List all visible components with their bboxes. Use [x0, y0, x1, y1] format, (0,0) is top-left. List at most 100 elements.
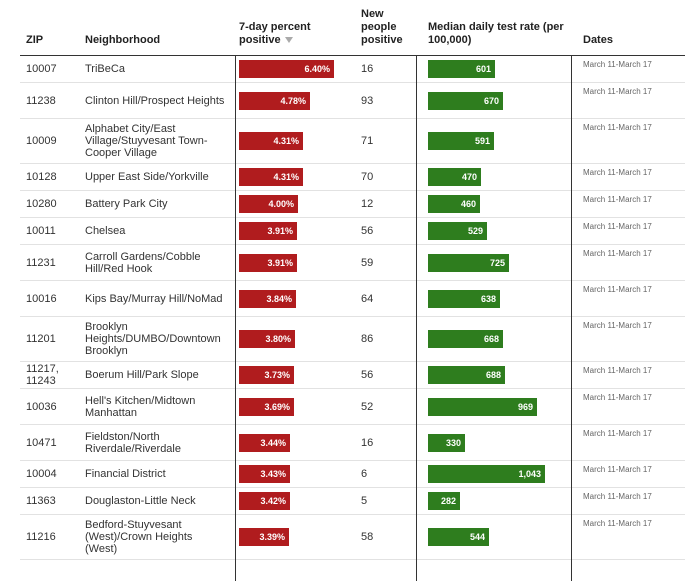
- zip-cell: 10009: [26, 135, 57, 147]
- new-positive-cell: 93: [361, 94, 374, 107]
- test-rate-cell: 688: [428, 362, 578, 388]
- test-rate-bar: 601: [428, 60, 495, 78]
- zip-cell: 11231: [26, 256, 56, 269]
- percent-positive-bar: 4.31%: [239, 132, 303, 150]
- new-positive-cell: 16: [361, 63, 374, 75]
- percent-positive-cell: 3.84%: [239, 281, 357, 316]
- test-rate-bar: 638: [428, 289, 500, 308]
- percent-positive-cell: 3.91%: [239, 245, 357, 280]
- dates-cell: March 11-March 17: [583, 123, 652, 132]
- table-row[interactable]: 10007 TriBeCa 6.40% 16 601 March 11-March 17: [20, 56, 685, 83]
- percent-positive-cell: 3.69%: [239, 389, 357, 424]
- new-positive-cell: 52: [361, 400, 374, 413]
- test-rate-bar: 591: [428, 132, 494, 150]
- test-rate-bar: 544: [428, 528, 489, 546]
- table-row[interactable]: 11238 Clinton Hill/Prospect Heights 4.78% 9…: [20, 83, 685, 119]
- zip-cell: 11216: [26, 531, 56, 543]
- header-percent-positive[interactable]: 7-day percent positive: [239, 21, 359, 47]
- table-row[interactable]: 10016 Kips Bay/Murray Hill/NoMad 3.84% 64 63…: [20, 281, 685, 317]
- dates-cell: March 11-March 17: [583, 87, 652, 96]
- dates-cell: March 11-March 17: [583, 285, 652, 294]
- table-row[interactable]: 11216 Bedford-Stuyvesant (West)/Crown Hei…: [20, 515, 685, 560]
- header-new-line3: positive: [361, 34, 403, 46]
- table-row[interactable]: 10128 Upper East Side/Yorkville 4.31% 70 470…: [20, 164, 685, 191]
- dates-cell: March 11-March 17: [583, 222, 652, 231]
- new-positive-cell: 70: [361, 171, 374, 183]
- percent-positive-bar: 3.91%: [239, 222, 297, 240]
- table-row[interactable]: 10009 Alphabet City/East Village/Stuyvesa…: [20, 119, 685, 164]
- new-positive-cell: 56: [361, 225, 374, 237]
- dates-cell: March 11-March 17: [583, 321, 652, 330]
- header-dates[interactable]: Dates: [583, 34, 613, 46]
- percent-positive-bar: 3.91%: [239, 253, 297, 272]
- table-row[interactable]: 11217, 11243 Boerum Hill/Park Slope 3.73% 5…: [20, 362, 685, 389]
- new-positive-cell: 56: [361, 369, 374, 381]
- test-rate-cell: 529: [428, 218, 578, 244]
- neighborhood-cell: Douglaston-Little Neck: [85, 495, 196, 507]
- dates-cell: March 11-March 17: [583, 60, 652, 69]
- neighborhood-cell: Fieldston/North Riverdale/Riverdale: [85, 430, 181, 455]
- header-rate-line2: 100,000): [428, 34, 472, 46]
- zip-cell: 11201: [26, 333, 56, 345]
- table-row[interactable]: 10004 Financial District 3.43% 6 1,043 March …: [20, 461, 685, 488]
- test-rate-cell: 330: [428, 425, 578, 460]
- zip-cell: 11363: [26, 495, 56, 507]
- percent-positive-cell: 3.43%: [239, 461, 357, 487]
- sort-descending-icon[interactable]: [284, 37, 293, 44]
- new-positive-cell: 71: [361, 135, 374, 147]
- neighborhood-cell: Alphabet City/East Village/Stuyvesant To…: [85, 123, 208, 159]
- table-row[interactable]: 10280 Battery Park City 4.00% 12 460 March 11…: [20, 191, 685, 218]
- percent-positive-cell: 3.73%: [239, 362, 357, 388]
- header-zip[interactable]: ZIP: [26, 34, 44, 46]
- header-test-rate[interactable]: Median daily test rate (per 100,000): [428, 21, 578, 47]
- percent-positive-cell: 4.31%: [239, 164, 357, 190]
- neighborhood-cell: TriBeCa: [85, 63, 125, 75]
- percent-positive-bar: 3.43%: [239, 465, 290, 483]
- percent-positive-cell: 3.42%: [239, 488, 357, 514]
- zip-cell: 10016: [26, 292, 57, 305]
- percent-positive-bar: 6.40%: [239, 60, 334, 78]
- table-row[interactable]: 10011 Chelsea 3.91% 56 529 March 11-March 17: [20, 218, 685, 245]
- new-positive-cell: 86: [361, 333, 374, 345]
- header-percent-line1: 7-day percent: [239, 21, 311, 33]
- table-header: ZIP Neighborhood 7-day percent positive …: [20, 0, 685, 56]
- header-rate-line1: Median daily test rate (per: [428, 21, 564, 33]
- neighborhood-cell: Clinton Hill/Prospect Heights: [85, 94, 225, 107]
- column-divider-percent: [235, 55, 236, 581]
- test-rate-cell: 638: [428, 281, 578, 316]
- percent-positive-bar: 3.84%: [239, 289, 296, 308]
- table-row[interactable]: 11363 Douglaston-Little Neck 3.42% 5 282 Marc…: [20, 488, 685, 515]
- percent-positive-bar: 4.00%: [239, 195, 298, 213]
- neighborhood-cell: Boerum Hill/Park Slope: [85, 369, 199, 381]
- test-rate-bar: 282: [428, 492, 460, 510]
- test-rate-bar: 725: [428, 253, 509, 272]
- test-rate-cell: 969: [428, 389, 578, 424]
- header-new-positive[interactable]: New people positive: [361, 8, 431, 47]
- new-positive-cell: 58: [361, 531, 374, 543]
- dates-cell: March 11-March 17: [583, 249, 652, 258]
- zip-cell: 11238: [26, 94, 56, 107]
- percent-positive-bar: 3.69%: [239, 397, 294, 416]
- neighborhood-cell: Battery Park City: [85, 198, 168, 210]
- percent-positive-cell: 3.39%: [239, 515, 357, 559]
- percent-positive-bar: 3.73%: [239, 366, 294, 384]
- zip-cell: 10036: [26, 400, 57, 413]
- zip-cell: 11217, 11243: [26, 363, 59, 387]
- header-new-line2: people: [361, 21, 397, 33]
- neighborhood-cell: Financial District: [85, 468, 166, 480]
- dates-cell: March 11-March 17: [583, 195, 652, 204]
- test-rate-cell: 591: [428, 119, 578, 163]
- dates-cell: March 11-March 17: [583, 168, 652, 177]
- table-row[interactable]: 10036 Hell's Kitchen/Midtown Manhattan 3.6…: [20, 389, 685, 425]
- percent-positive-cell: 3.91%: [239, 218, 357, 244]
- zip-cell: 10128: [26, 171, 57, 183]
- table-row[interactable]: 10471 Fieldston/North Riverdale/Riverdale…: [20, 425, 685, 461]
- dates-cell: March 11-March 17: [583, 465, 652, 474]
- test-rate-cell: 282: [428, 488, 578, 514]
- dates-cell: March 11-March 17: [583, 492, 652, 501]
- table-row[interactable]: 11201 Brooklyn Heights/DUMBO/Downtown Bro…: [20, 317, 685, 362]
- dates-cell: March 11-March 17: [583, 519, 652, 528]
- table-row[interactable]: 11231 Carroll Gardens/Cobble Hill/Red Hoo…: [20, 245, 685, 281]
- test-rate-cell: 470: [428, 164, 578, 190]
- header-neighborhood[interactable]: Neighborhood: [85, 34, 161, 46]
